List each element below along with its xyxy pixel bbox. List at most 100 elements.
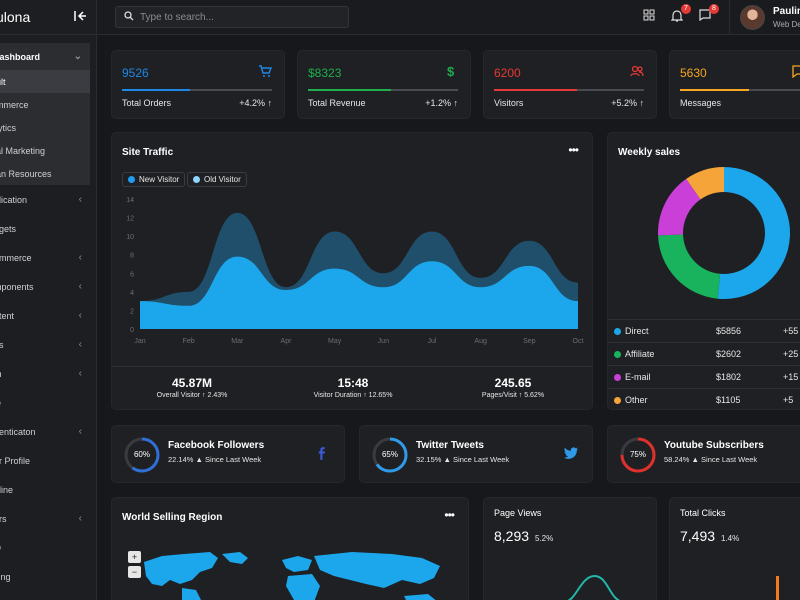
- sales-channel-value: $5856: [716, 326, 742, 336]
- card-title: Weekly sales: [618, 147, 681, 158]
- search-input[interactable]: [140, 11, 330, 23]
- sidebar-item[interactable]: cing: [0, 562, 96, 591]
- sidebar-item-label: ntent: [0, 310, 15, 321]
- map-region-south-america[interactable]: [182, 588, 202, 600]
- x-tick-label: Mar: [231, 338, 244, 345]
- sidebar-item[interactable]: henticaton ‹: [0, 417, 96, 446]
- sidebar-item-label: Q: [0, 543, 1, 553]
- x-tick-label: Feb: [183, 338, 195, 345]
- weekly-sales-row: Other $1105 +5: [608, 388, 800, 411]
- map-region-europe[interactable]: [282, 556, 312, 572]
- legend-new-visitor[interactable]: New Visitor: [122, 172, 186, 187]
- donut-slice-affiliate[interactable]: [658, 234, 721, 299]
- stat-value: $8323: [308, 66, 342, 80]
- sidebar-item-label: hashboard: [0, 51, 41, 62]
- avatar[interactable]: [740, 5, 765, 30]
- legend-dot: [614, 327, 621, 335]
- donut-slice-email[interactable]: [658, 178, 701, 236]
- sidebar-item-label: ns: [0, 340, 4, 350]
- map-zoom-out-button[interactable]: −: [128, 566, 141, 578]
- bell-icon[interactable]: 7: [670, 4, 691, 23]
- metric-visitor-duration-label: Visitor Duration ↑ 12.65%: [313, 392, 393, 399]
- page-views-value: 8,293: [494, 528, 530, 544]
- map-region-australia[interactable]: [404, 594, 438, 600]
- sidebar-item[interactable]: eline: [0, 475, 96, 504]
- sidebar-item[interactable]: ors ‹: [0, 504, 96, 533]
- sidebar-subitem-label: ult: [0, 76, 6, 87]
- x-tick-label: Sep: [523, 338, 536, 345]
- progress-ring: [372, 437, 408, 473]
- facebook-icon[interactable]: [314, 445, 332, 464]
- total-clicks-card: Total Clicks 7,493 1.4%: [669, 497, 800, 600]
- sidebar-item[interactable]: ommerce ‹: [0, 243, 96, 272]
- stat-progress-bar: [122, 89, 272, 91]
- more-options-icon[interactable]: •••: [444, 508, 455, 522]
- svg-text:$: $: [447, 64, 455, 78]
- sidebar-subitem-digital-marketing[interactable]: al Marketing: [0, 139, 90, 162]
- progress-ring-label: 75%: [629, 450, 646, 459]
- map-region-asia[interactable]: [314, 552, 440, 588]
- progress-ring-label: 65%: [381, 450, 398, 459]
- sidebar-item[interactable]: Q: [0, 533, 96, 562]
- x-tick-label: Jul: [428, 338, 437, 345]
- sidebar-subitem-analytics[interactable]: lytics: [0, 116, 90, 139]
- sidebar-subitem-default[interactable]: ult: [0, 70, 90, 93]
- sidebar-item[interactable]: dgets: [0, 214, 96, 243]
- twitter-icon[interactable]: [562, 445, 580, 464]
- message-badge: 8: [709, 4, 719, 14]
- legend-dot: [614, 373, 621, 381]
- sidebar-item[interactable]: le: [0, 388, 96, 417]
- chevron-left-icon: ‹: [78, 194, 82, 205]
- stat-card: $8323 $ Total Revenue +1.2% ↑: [297, 50, 471, 119]
- brand: ulona: [0, 0, 96, 35]
- map-zoom-in-button[interactable]: +: [128, 551, 141, 563]
- donut-slice-direct[interactable]: [717, 167, 790, 299]
- page-views-change: 5.2%: [535, 534, 554, 543]
- total-clicks-change: 1.4%: [721, 534, 740, 543]
- map-region-north-america[interactable]: [144, 552, 218, 586]
- map-region-greenland[interactable]: [222, 552, 248, 564]
- topbar: 7 8 Paulin Web De: [97, 0, 800, 35]
- series-area-new-visitor[interactable]: [140, 256, 578, 329]
- legend-old-visitor[interactable]: Old Visitor: [187, 172, 247, 187]
- sidebar-item-label: dgets: [0, 223, 17, 234]
- chevron-left-icon: ‹: [78, 281, 82, 292]
- total-clicks-bar: [776, 576, 779, 600]
- sidebar-item-dashboard[interactable]: hashboard ⌄: [0, 43, 90, 70]
- sidebar-item[interactable]: er Profile: [0, 446, 96, 475]
- sidebar-item[interactable]: mponents ‹: [0, 272, 96, 301]
- sales-channel-name: Direct: [625, 326, 649, 336]
- stat-label: Messages: [680, 98, 722, 108]
- sales-channel-value: $2602: [716, 349, 742, 359]
- more-options-icon[interactable]: •••: [568, 143, 579, 157]
- sidebar-items: plication‹dgetsommerce‹mponents‹ntent‹ns…: [0, 185, 96, 591]
- collapse-sidebar-icon[interactable]: [74, 10, 86, 25]
- chevron-left-icon: ‹: [78, 368, 82, 379]
- metric-visitor-duration-value: 15:48: [337, 376, 369, 390]
- message-icon[interactable]: 8: [699, 4, 719, 23]
- x-tick-label: Jan: [134, 338, 145, 345]
- sidebar-subitem-human-resources[interactable]: an Resources: [0, 162, 90, 185]
- card-title: Page Views: [494, 508, 542, 518]
- sidebar-item[interactable]: ns ‹: [0, 330, 96, 359]
- y-tick-label: 6: [130, 271, 134, 278]
- donut-slice-other[interactable]: [686, 167, 724, 200]
- sidebar-subitem-ecommerce[interactable]: mmerce: [0, 93, 90, 116]
- apps-grid-icon[interactable]: [643, 9, 657, 23]
- sidebar-item[interactable]: plication ‹: [0, 185, 96, 214]
- stat-progress-bar: [680, 89, 800, 91]
- stat-progress-fill: [308, 89, 391, 91]
- sidebar-item[interactable]: m‹: [0, 359, 96, 388]
- brand-name: ulona: [0, 9, 31, 25]
- sidebar-subitem-label: an Resources: [0, 168, 52, 179]
- y-tick-label: 4: [130, 290, 134, 297]
- sidebar-item[interactable]: ntent ‹: [0, 301, 96, 330]
- weekly-sales-row: Affiliate $2602 +25: [608, 342, 800, 365]
- sidebar-item-label: eline: [0, 484, 14, 495]
- map-region-africa[interactable]: [286, 574, 320, 600]
- y-tick-label: 0: [130, 327, 134, 334]
- y-tick-label: 2: [130, 308, 134, 315]
- progress-ring-fill: [372, 437, 408, 473]
- legend-label: Old Visitor: [204, 175, 241, 184]
- stat-progress-bar: [494, 89, 644, 91]
